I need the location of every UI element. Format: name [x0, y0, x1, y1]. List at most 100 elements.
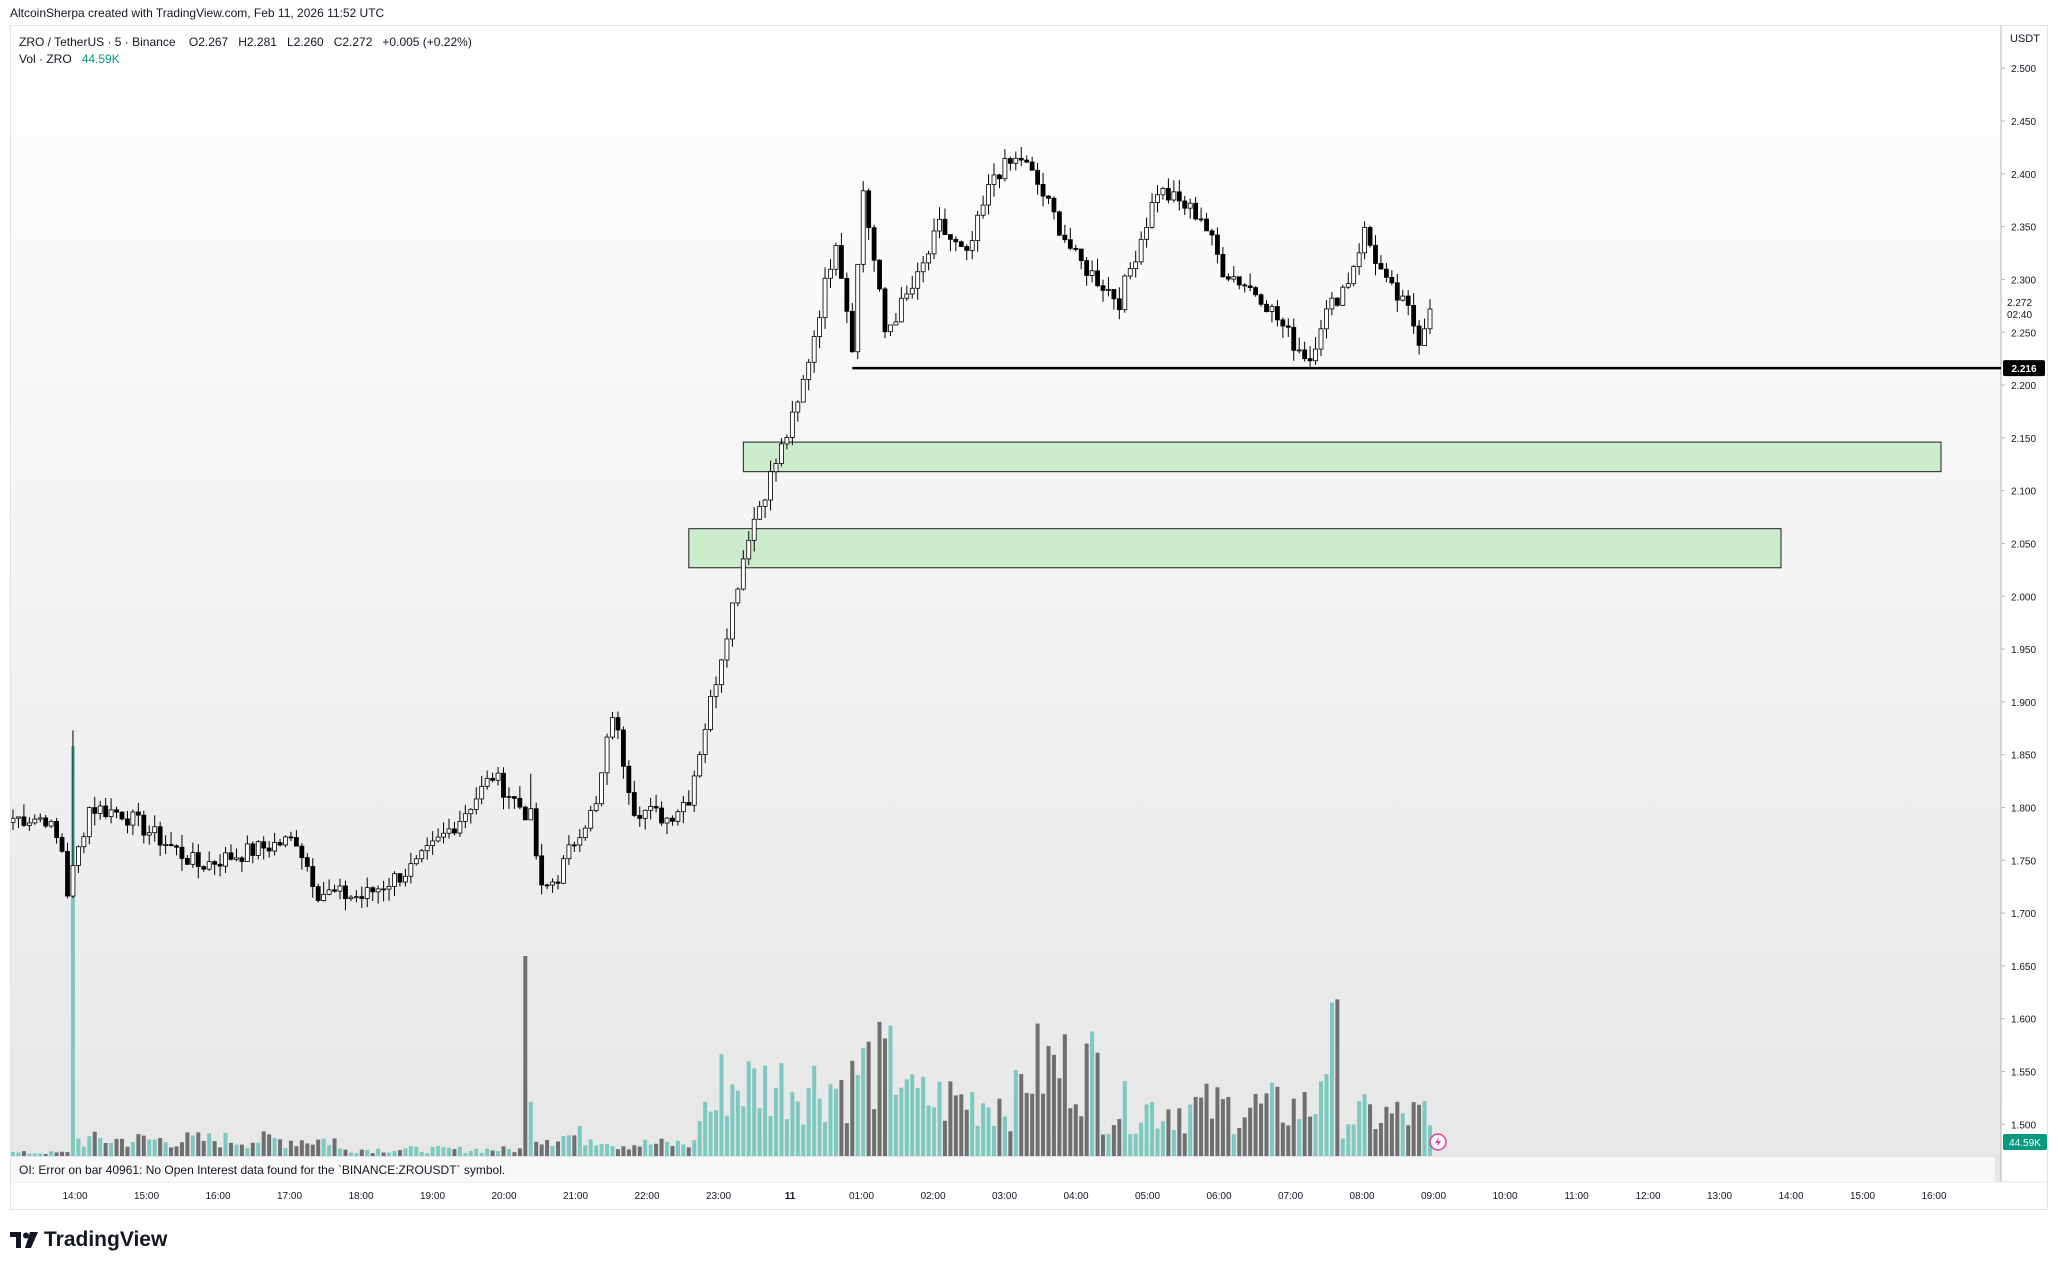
candle-down	[1307, 358, 1313, 362]
candle-up	[11, 817, 16, 823]
candle-down	[571, 844, 577, 847]
time-axis-label: 09:00	[1421, 1191, 1446, 1202]
candle-down	[1095, 270, 1100, 287]
candle-down	[490, 777, 496, 781]
candle-down	[1225, 276, 1231, 280]
volume-bar	[566, 1135, 571, 1156]
candle-down	[1057, 211, 1062, 236]
volume-bar	[659, 1138, 664, 1156]
legend-symbol[interactable]: ZRO / TetherUS · 5 · Binance	[19, 35, 176, 49]
candle-up	[473, 798, 479, 810]
candle-up	[1127, 268, 1133, 277]
candle-up	[740, 558, 746, 590]
candle-up	[915, 271, 921, 289]
candle-down	[1035, 169, 1040, 185]
time-axis-label: 01:00	[849, 1191, 874, 1202]
candle-up	[893, 321, 899, 326]
candle-down	[1116, 298, 1122, 311]
legend-ohlc-row[interactable]: ZRO / TetherUS · 5 · Binance O2.267 H2.2…	[19, 34, 472, 51]
price-chart[interactable]: USDT 2.500 2.450 2.400 2.350 2.300 2.250 2.200 2…	[11, 26, 2048, 1210]
volume-bar	[1422, 1100, 1427, 1156]
candle-up	[108, 809, 114, 818]
volume-bar	[338, 1148, 342, 1156]
candle-up	[708, 695, 713, 730]
price-axis-label: 1.750	[2011, 856, 2036, 867]
candle-down	[964, 246, 970, 251]
candle-up	[26, 822, 32, 826]
volume-bar	[932, 1107, 937, 1156]
volume-bar	[60, 1151, 65, 1156]
volume-bar	[1226, 1096, 1231, 1156]
candle-down	[615, 717, 621, 731]
volume-bar	[16, 1152, 21, 1156]
volume-bar	[1019, 1074, 1024, 1156]
volume-bar	[11, 1151, 15, 1156]
volume-bar	[496, 1151, 501, 1156]
legend-high-value: 2.281	[246, 35, 277, 49]
candle-down	[195, 852, 201, 868]
volume-bar	[654, 1143, 659, 1156]
candle-up	[599, 772, 604, 805]
volume-bar	[316, 1139, 321, 1156]
candle-down	[631, 792, 637, 816]
candle-down	[266, 847, 272, 852]
volume-bar	[959, 1094, 964, 1156]
candle-up	[931, 230, 937, 255]
candle-up	[642, 809, 648, 819]
candle-down	[54, 821, 59, 838]
candle-up	[1171, 191, 1177, 201]
volume-bar	[321, 1138, 326, 1156]
support-price-badge	[2003, 360, 2045, 377]
volume-bar	[703, 1101, 708, 1156]
legend-volume-value: 44.59K	[81, 52, 120, 66]
candle-down	[1236, 276, 1242, 286]
tradingview-logo[interactable]: TradingView	[10, 1228, 167, 1252]
demand-zone[interactable]	[688, 528, 1782, 569]
volume-bar	[981, 1103, 986, 1156]
chart-frame[interactable]: ZRO / TetherUS · 5 · Binance O2.267 H2.2…	[10, 25, 2048, 1210]
candle-up	[1329, 297, 1335, 310]
price-axis-label: 2.050	[2011, 539, 2036, 550]
volume-bar	[893, 1094, 898, 1156]
candle-up	[321, 893, 327, 901]
volume-bar	[812, 1065, 817, 1156]
candle-up	[898, 297, 904, 323]
candle-down	[184, 858, 190, 865]
volume-bar	[1362, 1094, 1367, 1156]
candle-up	[190, 852, 196, 865]
volume-bar	[245, 1148, 250, 1156]
volume-bar	[485, 1148, 490, 1156]
candle-down	[958, 241, 964, 247]
volume-bar	[883, 1038, 887, 1156]
candle-up	[484, 777, 490, 787]
volume-bar	[1111, 1125, 1116, 1156]
time-axis-label: 23:00	[706, 1191, 731, 1202]
volume-bar	[888, 1025, 893, 1156]
volume-bar	[169, 1147, 174, 1156]
volume-bar	[261, 1131, 266, 1156]
legend-volume-row[interactable]: Vol · ZRO 44.59K	[19, 51, 472, 68]
volume-bar	[120, 1138, 124, 1156]
time-axis-label: 16:00	[1921, 1191, 1946, 1202]
volume-bar	[1095, 1052, 1100, 1156]
candle-down	[43, 817, 49, 827]
volume-bar	[992, 1125, 996, 1156]
volume-bar	[441, 1147, 446, 1156]
legend-open-value: 2.267	[198, 35, 229, 49]
candle-down	[517, 797, 523, 808]
volume-bar	[572, 1135, 577, 1156]
volume-bar	[414, 1146, 419, 1156]
demand-zone[interactable]	[742, 441, 1942, 473]
time-axis-label: 11	[785, 1191, 796, 1202]
volume-bar	[724, 1115, 729, 1156]
candle-up	[1187, 202, 1193, 209]
candle-up	[1144, 226, 1149, 240]
candle-down	[653, 806, 659, 809]
candle-up	[768, 471, 773, 501]
volume-bar	[697, 1121, 702, 1156]
candle-down	[141, 814, 147, 836]
candle-down	[1029, 161, 1035, 171]
volume-bar	[855, 1075, 860, 1156]
volume-bar	[250, 1142, 255, 1156]
volume-bar	[1144, 1104, 1149, 1156]
